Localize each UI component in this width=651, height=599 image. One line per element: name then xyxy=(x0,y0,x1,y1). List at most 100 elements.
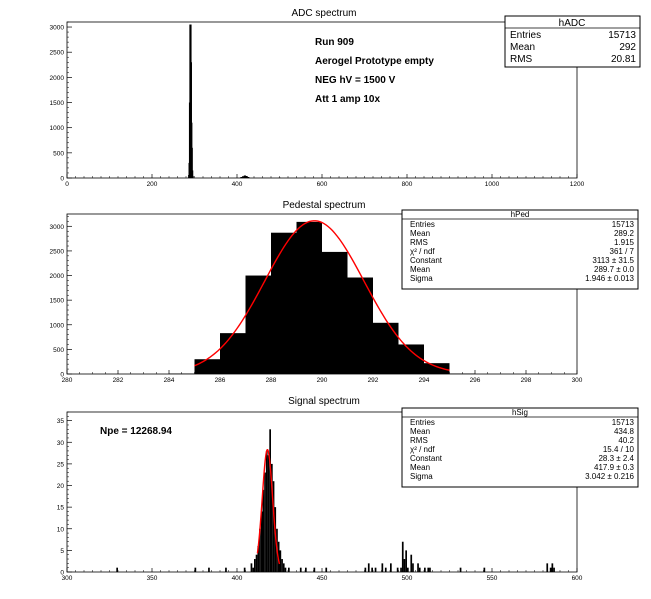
signal-bar xyxy=(254,559,256,572)
signal-bar xyxy=(194,567,197,572)
pedestal-y-tick-label: 3000 xyxy=(50,224,65,231)
pedestal-stats-value: 289.7 ± 0.0 xyxy=(594,265,635,274)
signal-bar xyxy=(255,554,258,572)
pedestal-stats-value: 361 / 7 xyxy=(610,247,635,256)
pedestal-x-tick-label: 298 xyxy=(521,377,532,384)
pedestal-stats-value: 1.946 ± 0.013 xyxy=(585,274,634,283)
signal-bar xyxy=(401,541,404,572)
pedestal-x-tick-label: 280 xyxy=(62,377,73,384)
adc-stats-box: hADC Entries 15713 Mean 292 RMS 20.81 xyxy=(504,15,641,68)
signal-x-tick-label: 600 xyxy=(572,575,583,582)
signal-bar xyxy=(410,554,413,572)
pedestal-x-tick-label: 290 xyxy=(317,377,328,384)
adc-stats-title: hADC xyxy=(559,18,586,29)
signal-bar xyxy=(252,567,254,572)
signal-stats-value: 15713 xyxy=(612,418,635,427)
adc-stats-label: Mean xyxy=(510,42,535,53)
adc-bar xyxy=(245,175,248,178)
signal-stats-value: 28.3 ± 2.4 xyxy=(598,454,634,463)
pedestal-x-tick-label: 288 xyxy=(266,377,277,384)
signal-bar xyxy=(267,455,270,572)
signal-stats-label: Mean xyxy=(410,427,430,436)
pedestal-y-tick-label: 500 xyxy=(53,347,64,354)
signal-y-tick-label: 30 xyxy=(57,440,65,447)
signal-bar xyxy=(424,567,426,572)
adc-y-tick-label: 1000 xyxy=(50,125,65,132)
signal-x-tick-label: 550 xyxy=(487,575,498,582)
signal-bar xyxy=(325,567,328,572)
signal-stats-label: Constant xyxy=(410,454,443,463)
pedestal-bar xyxy=(347,277,373,374)
signal-bar xyxy=(243,567,246,572)
pedestal-x-tick-label: 292 xyxy=(368,377,379,384)
signal-bar xyxy=(282,563,285,572)
signal-bar xyxy=(546,563,549,572)
adc-bar xyxy=(191,175,194,178)
signal-x-tick-label: 350 xyxy=(147,575,158,582)
signal-bar xyxy=(299,567,302,572)
adc-annotation-voltage: NEG hV = 1500 V xyxy=(315,75,396,86)
signal-y-tick-label: 25 xyxy=(57,461,65,468)
signal-bar xyxy=(417,563,419,572)
signal-bar xyxy=(400,567,402,572)
pedestal-y-tick-label: 1500 xyxy=(50,298,65,305)
signal-panel: Signal spectrum 300 350 400 450 500 550 600 0 5 1… xyxy=(57,396,639,582)
signal-y-tick-label: 20 xyxy=(57,483,65,490)
signal-stats-value: 3.042 ± 0.216 xyxy=(585,472,634,481)
adc-y-tick-label: 3000 xyxy=(50,25,65,32)
signal-bar xyxy=(405,550,407,572)
adc-y-tick-label: 0 xyxy=(60,176,64,183)
adc-y-tick-label: 500 xyxy=(53,150,64,157)
signal-bar xyxy=(396,567,399,572)
pedestal-stats-value: 3113 ± 31.5 xyxy=(592,256,634,265)
pedestal-stats-value: 1.915 xyxy=(614,238,635,247)
pedestal-stats-box: hPed Entries 15713 Mean 289.2 RMS 1.915 … xyxy=(401,209,639,290)
signal-bar xyxy=(259,528,261,572)
signal-stats-label: Sigma xyxy=(410,472,433,481)
adc-bar xyxy=(190,147,193,178)
signal-bar xyxy=(418,567,421,572)
signal-stats-title: hSig xyxy=(512,408,528,417)
signal-bar xyxy=(250,563,253,572)
adc-x-tick-label: 1000 xyxy=(485,181,500,188)
pedestal-bar xyxy=(424,363,450,374)
pedestal-fit-curve xyxy=(194,220,450,371)
pedestal-x-tick-label: 294 xyxy=(419,377,430,384)
adc-stats-value: 15713 xyxy=(608,30,636,41)
signal-bar xyxy=(381,563,384,572)
signal-bar xyxy=(374,567,377,572)
signal-bar xyxy=(305,567,307,572)
pedestal-stats-label: RMS xyxy=(410,238,428,247)
adc-x-tick-label: 1200 xyxy=(570,181,585,188)
adc-x-tick-label: 200 xyxy=(147,181,158,188)
pedestal-stats-label: χ² / ndf xyxy=(410,247,435,256)
pedestal-x-tick-label: 296 xyxy=(470,377,481,384)
signal-npe-annotation: Npe = 12268.94 xyxy=(100,426,172,437)
signal-stats-label: Mean xyxy=(410,463,430,472)
adc-x-tick-label: 0 xyxy=(65,181,69,188)
pedestal-bar xyxy=(194,359,220,374)
signal-bar xyxy=(288,567,290,572)
signal-stats-label: RMS xyxy=(410,436,428,445)
signal-bar xyxy=(407,567,409,572)
adc-x-tick-label: 800 xyxy=(402,181,413,188)
pedestal-y-tick-label: 2500 xyxy=(50,248,65,255)
pedestal-x-tick-label: 286 xyxy=(215,377,226,384)
pedestal-bar xyxy=(245,275,271,374)
pedestal-bar xyxy=(296,221,322,374)
signal-bar xyxy=(272,481,275,572)
signal-bar xyxy=(483,567,486,572)
adc-stats-label: RMS xyxy=(510,54,533,65)
pedestal-stats-title: hPed xyxy=(511,210,530,219)
signal-x-tick-label: 500 xyxy=(402,575,413,582)
pedestal-bar xyxy=(398,344,424,374)
signal-x-tick-label: 300 xyxy=(62,575,73,582)
signal-bar xyxy=(459,567,462,572)
adc-annotation-run: Run 909 xyxy=(315,37,354,48)
pedestal-x-tick-label: 300 xyxy=(572,377,583,384)
pedestal-title: Pedestal spectrum xyxy=(283,200,366,211)
signal-stats-value: 417.9 ± 0.3 xyxy=(594,463,635,472)
adc-stats-value: 20.81 xyxy=(611,54,636,65)
signal-bar xyxy=(364,567,367,572)
adc-bar xyxy=(243,175,246,178)
